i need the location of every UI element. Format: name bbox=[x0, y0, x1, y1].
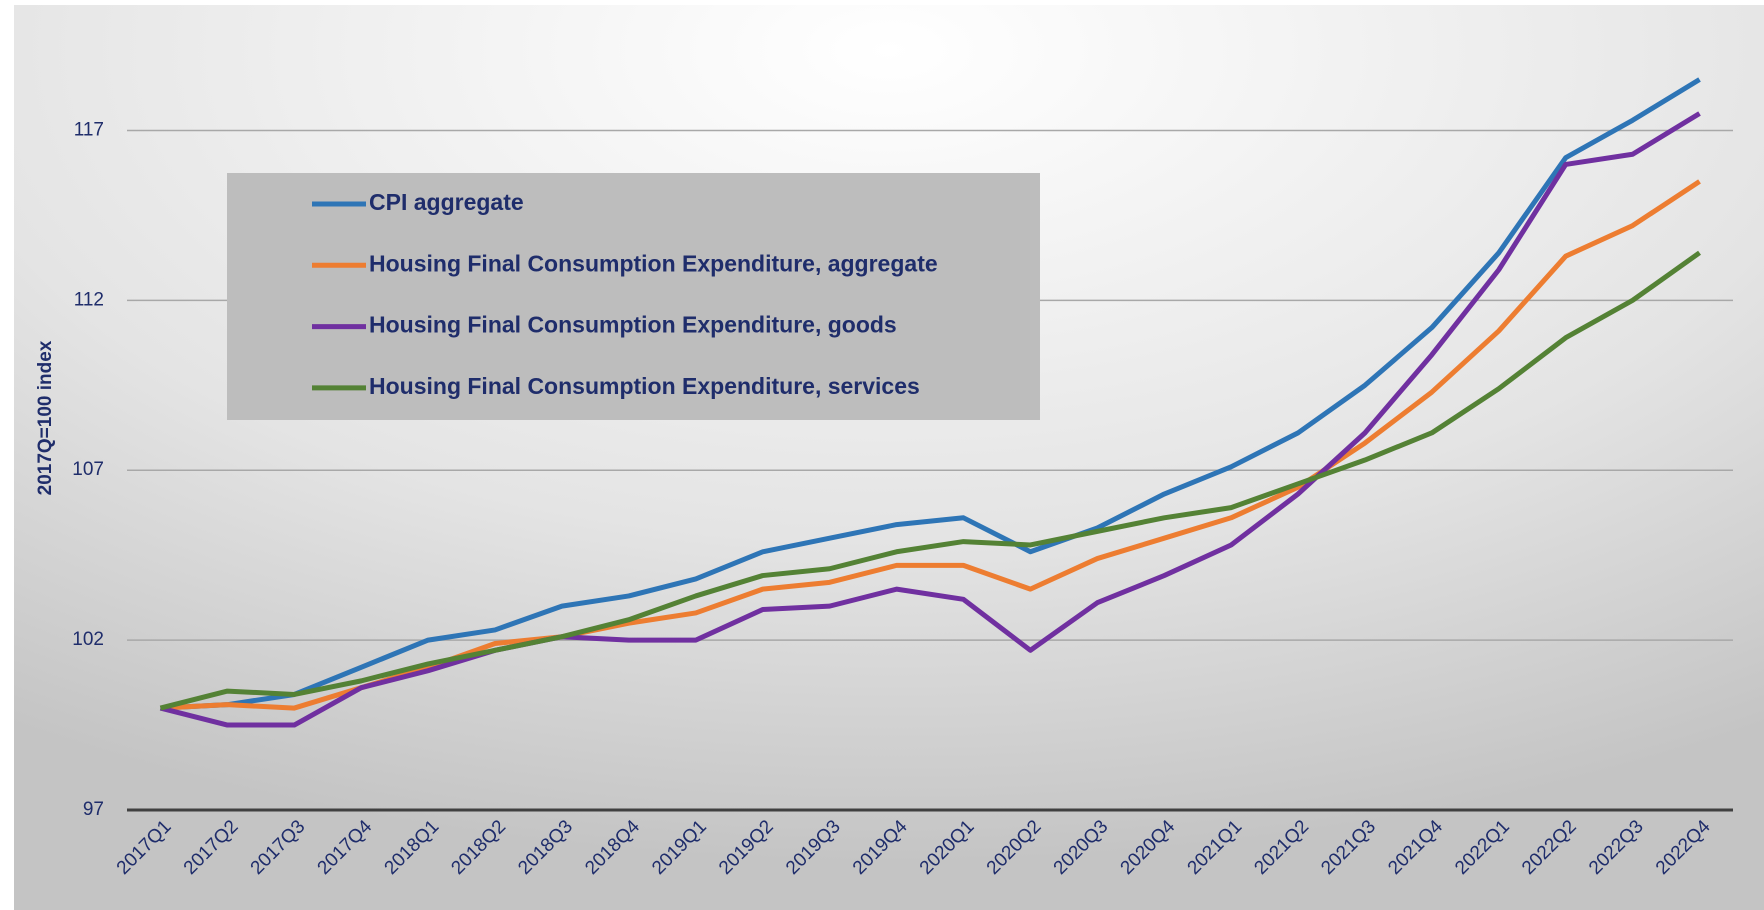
legend: CPI aggregate Housing Final Consumption E… bbox=[227, 173, 1040, 420]
legend-box bbox=[227, 173, 1040, 420]
y-axis-title: 2017Q=100 index bbox=[35, 340, 56, 495]
chart-background bbox=[14, 5, 1764, 910]
legend-label: CPI aggregate bbox=[369, 189, 524, 215]
y-tick-label: 97 bbox=[83, 799, 104, 820]
line-series bbox=[159, 111, 1701, 728]
y-tick-label: 112 bbox=[74, 289, 104, 310]
y-tick-label: 102 bbox=[72, 629, 104, 650]
line-series bbox=[159, 250, 1701, 711]
line-series bbox=[160, 179, 1701, 711]
legend-label: Housing Final Consumption Expenditure, a… bbox=[369, 250, 938, 276]
legend-label: Housing Final Consumption Expenditure, g… bbox=[369, 312, 897, 338]
legend-label: Housing Final Consumption Expenditure, s… bbox=[369, 373, 920, 399]
line-series bbox=[160, 77, 1701, 711]
y-tick-label: 107 bbox=[72, 459, 104, 480]
y-tick-label: 117 bbox=[74, 119, 104, 140]
